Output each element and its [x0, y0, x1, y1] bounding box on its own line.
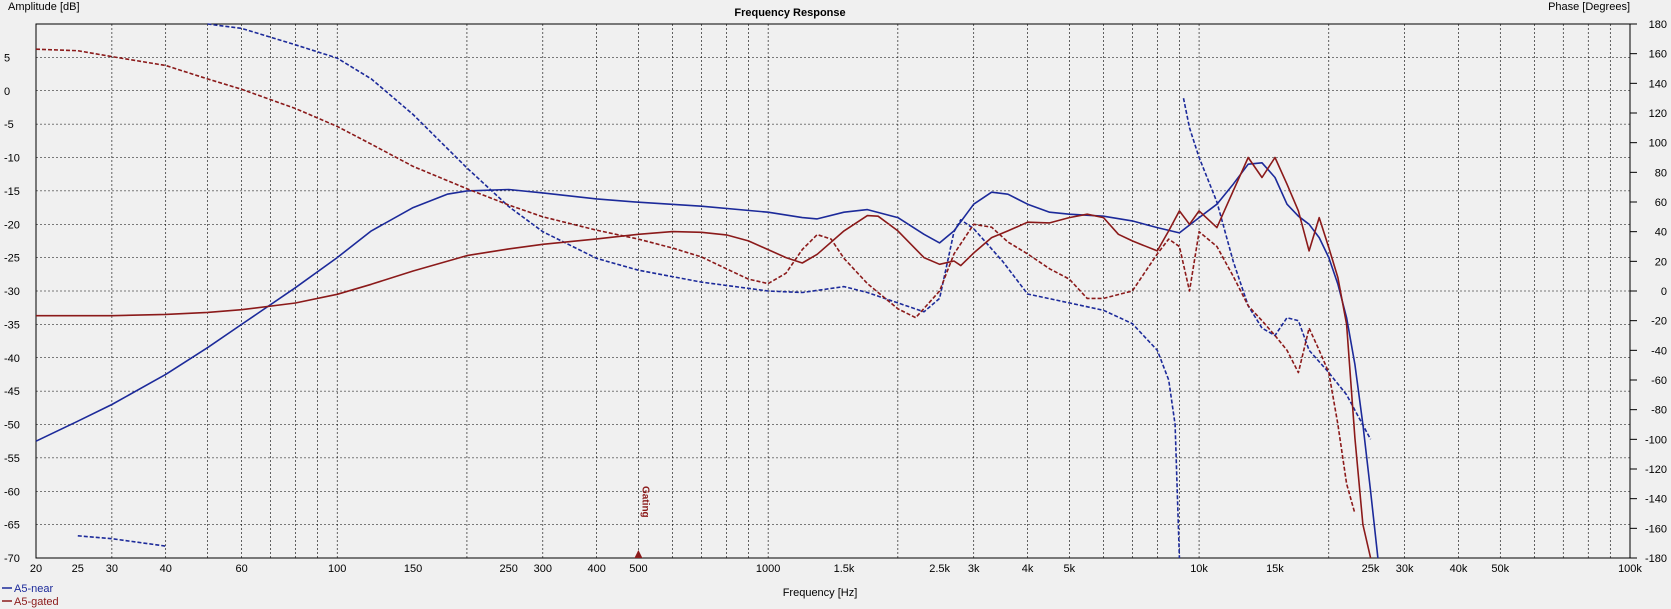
legend-label-a5-near: A5-near: [14, 583, 53, 595]
y2-tick-label: -20: [1651, 316, 1667, 328]
y2-tick-label: 160: [1649, 49, 1667, 61]
x-axis-label: Frequency [Hz]: [783, 587, 858, 599]
y-tick-label: -50: [4, 420, 20, 432]
y-tick-label: -5: [4, 119, 14, 131]
y2-tick-label: 20: [1655, 256, 1667, 268]
series-line-a5-near-phase: [77, 535, 166, 547]
y2-axis-ticks: 180 160 140 120 100 80 60 40 20 0 -20 -40 -60 -80 -100…: [1630, 19, 1667, 565]
x-tick-label: 40: [160, 563, 172, 575]
series-line-a5-gated: [36, 156, 1372, 559]
x-tick-label: 2.5k: [929, 563, 950, 575]
x-tick-label: 4k: [1022, 563, 1034, 575]
x-tick-label: 25k: [1362, 563, 1380, 575]
y2-tick-label: 0: [1661, 286, 1667, 298]
y-tick-label: -25: [4, 253, 20, 265]
series-line-a5-near: [35, 162, 1379, 559]
plot-grid: [36, 24, 1630, 558]
series-line-a5-near-phase: [1182, 98, 1372, 440]
y2-tick-label: -120: [1645, 464, 1667, 476]
y2-tick-label: -180: [1645, 553, 1667, 565]
y2-tick-label: 120: [1649, 108, 1667, 120]
chart-title: Frequency Response: [734, 7, 845, 19]
y-axis-label: Amplitude [dB]: [8, 1, 80, 13]
x-tick-label: 60: [235, 563, 247, 575]
y2-tick-label: -80: [1651, 405, 1667, 417]
x-tick-label: 30k: [1396, 563, 1414, 575]
y-tick-label: 0: [4, 86, 10, 98]
x-tick-label: 30: [106, 563, 118, 575]
gating-marker-label: Gating: [639, 486, 650, 518]
y2-tick-label: 140: [1649, 78, 1667, 90]
y-tick-label: -45: [4, 386, 20, 398]
gating-marker-triangle: [634, 550, 643, 558]
y-tick-label: -60: [4, 486, 20, 498]
y2-tick-label: 60: [1655, 197, 1667, 209]
x-tick-label: 25: [72, 563, 84, 575]
x-tick-label: 50k: [1491, 563, 1509, 575]
y-tick-label: -10: [4, 153, 20, 165]
y-tick-label: -55: [4, 453, 20, 465]
x-axis-ticks: 20 25 30 40 60 100 150 250 300 400 500 1000 1.5k 2.5k…: [30, 563, 1643, 575]
x-tick-label: 5k: [1064, 563, 1076, 575]
x-tick-label: 10k: [1190, 563, 1208, 575]
y2-tick-label: -140: [1645, 494, 1667, 506]
y2-axis-label: Phase [Degrees]: [1548, 1, 1630, 13]
x-tick-label: 400: [587, 563, 605, 575]
y-axis-ticks: 5 0 -5 -10 -15 -20 -25 -30 -35 -40 -45 -50 -55 -60 -65…: [4, 52, 20, 565]
series-line-a5-near-phase: [207, 23, 1181, 559]
y2-tick-label: -40: [1651, 345, 1667, 357]
y2-tick-label: -160: [1645, 523, 1667, 535]
y2-tick-label: 100: [1649, 138, 1667, 150]
y2-tick-label: -60: [1651, 375, 1667, 387]
x-tick-label: 3k: [968, 563, 980, 575]
y-tick-label: 5: [4, 52, 10, 64]
gating-marker: Gating: [634, 486, 650, 558]
x-tick-label: 150: [404, 563, 422, 575]
y2-tick-label: 80: [1655, 167, 1667, 179]
x-tick-label: 1.5k: [834, 563, 855, 575]
x-tick-label: 500: [629, 563, 647, 575]
x-tick-label: 1000: [756, 563, 780, 575]
legend-label-a5-gated: A5-gated: [14, 596, 59, 608]
y2-tick-label: -100: [1645, 434, 1667, 446]
x-tick-label: 100: [328, 563, 346, 575]
y2-tick-label: 180: [1649, 19, 1667, 31]
x-tick-label: 40k: [1450, 563, 1468, 575]
x-tick-label: 250: [500, 563, 518, 575]
y-tick-label: -30: [4, 286, 20, 298]
legend: A5-near A5-gated: [2, 583, 59, 608]
x-tick-label: 300: [534, 563, 552, 575]
y-tick-label: -40: [4, 353, 20, 365]
series-lines: [35, 23, 1379, 559]
x-tick-label: 100k: [1618, 563, 1642, 575]
y-tick-label: -35: [4, 319, 20, 331]
x-tick-label: 20: [30, 563, 42, 575]
x-tick-label: 15k: [1266, 563, 1284, 575]
series-line-a5-gated-phase: [35, 48, 1356, 514]
y2-tick-label: 40: [1655, 227, 1667, 239]
y-tick-label: -15: [4, 186, 20, 198]
y-tick-label: -65: [4, 520, 20, 532]
y-tick-label: -20: [4, 219, 20, 231]
y-tick-label: -70: [4, 553, 20, 565]
